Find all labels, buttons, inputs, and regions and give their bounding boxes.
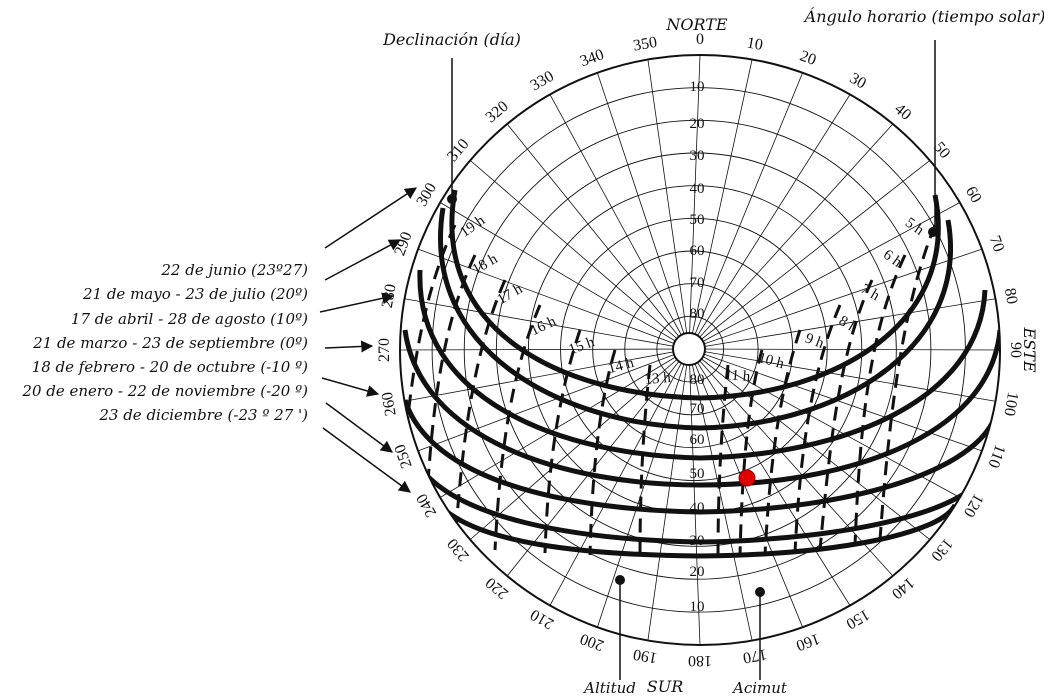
declination-title: Declinación (día) [382,30,521,49]
azimuth-tick-label: 150 [843,606,872,633]
azimuth-tick-label: 320 [483,98,512,126]
azimuth-tick-label: 220 [483,574,512,602]
azimuth-tick-label: 260 [379,391,400,418]
azimuth-tick-label: 290 [391,230,415,258]
altitude-tick-label: 80 [690,372,705,388]
path-dec23 [433,498,958,559]
date-label: 18 de febrero - 20 de octubre (-10 º) [32,358,308,376]
azimuth-tick-label: 200 [578,630,606,654]
azimuth-tick-label: 20 [797,48,818,69]
hour-label: 13 h [644,370,672,388]
altitude-tick-label: 60 [690,243,705,259]
hour-angle-title: Ángulo horario (tiempo solar) [803,6,1044,26]
azimuth-tick-label: 180 [688,652,712,669]
azimuth-tick-label: 160 [794,630,822,654]
azimuth-tick-label: 270 [376,338,393,362]
azimuth-tick-label: 350 [632,34,659,55]
azimuth-tick-label: 300 [413,180,440,209]
date-label: 21 de marzo - 23 de septiembre (0º) [32,334,308,352]
hour-label: 16 h [528,313,559,339]
hour-label: 9 h [803,331,827,353]
azimuth-tick-label: 310 [444,136,472,165]
north-label: NORTE [665,15,728,34]
altitude-tick-label: 60 [690,432,705,448]
hour-label: 10 h [756,350,786,372]
azimuth-tick-label: 40 [891,100,914,123]
hour-label: 8 h [836,313,861,336]
altitude-label: Altitud [582,679,636,697]
path-jan20 [412,458,988,545]
altitude-tick-label: 10 [690,79,705,95]
azimuth-tick-label: 240 [413,491,440,520]
path-may21 [438,207,953,431]
altitude-tick-label: 20 [690,116,705,132]
path-apr17 [417,269,988,461]
altitude-tick-labels: 10 20 30 40 50 60 70 80 80 70 60 50 40 30 20 10 [690,79,705,615]
azimuth-tick-label: 0 [696,31,704,48]
azimuth-tick-label: 140 [888,574,917,602]
altitude-tick-label: 70 [690,275,705,291]
azimuth-tick-label: 110 [984,442,1008,470]
south-label: SUR [647,677,684,696]
declination-arrows [319,187,418,493]
date-label: 21 de mayo - 23 de julio (20º) [82,285,308,303]
declination-curves [402,189,1000,559]
altitude-tick-label: 40 [690,181,705,197]
azimuth-tick-label: 250 [391,442,415,470]
altitude-tick-label: 70 [690,401,705,417]
altitude-tick-label: 30 [690,148,705,164]
azimuth-label: Acimut [731,679,788,697]
azimuth-tick-label: 90 [1007,342,1024,358]
azimuth-tick-label: 50 [930,139,953,162]
declination-date-labels: 22 de junio (23º27) 21 de mayo - 23 de j… [21,261,308,424]
altitude-tick-label: 50 [690,212,705,228]
zenith-circle [672,332,706,366]
altitude-tick-label: 30 [690,533,705,549]
azimuth-tick-label: 10 [745,34,764,54]
date-label: 20 de enero - 22 de noviembre (-20 º) [21,382,308,400]
path-jun22 [449,189,941,401]
altitude-tick-label: 80 [690,306,705,322]
azimuth-tick-label: 100 [1000,391,1021,418]
azimuth-tick-label: 210 [528,606,557,633]
hour-label: 11 h [724,367,751,385]
azimuth-tick-label: 170 [741,645,768,666]
azimuth-tick-label: 80 [1001,287,1021,306]
azimuth-tick-label: 130 [927,535,955,564]
east-label: ESTE [1020,327,1039,373]
date-label: 17 de abril - 28 de agosto (10º) [71,310,308,328]
hour-label: 17 h [495,281,526,308]
azimuth-tick-label: 190 [632,645,659,666]
altitude-tick-label: 40 [690,500,705,516]
path-feb18 [402,399,1000,515]
hour-indicator-dot [928,227,938,237]
azimuth-tick-label: 340 [578,46,606,70]
azimuth-tick-label: 120 [960,491,987,520]
path-mar21 [402,329,1000,488]
azimuth-tick-label: 60 [962,184,985,206]
hour-label: 5 h [902,215,927,239]
altitude-tick-label: 10 [690,599,705,615]
hour-label: 6 h [880,247,905,271]
sun-position-marker [738,469,756,487]
altitude-tick-label: 50 [690,466,705,482]
hour-label: 19 h [457,212,488,240]
azimuth-tick-label: 230 [444,535,472,564]
azimuth-tick-label: 70 [986,233,1007,254]
date-label: 22 de junio (23º27) [160,261,308,279]
altitude-tick-label: 20 [690,564,705,580]
azimuth-tick-label: 30 [847,70,869,93]
azimuth-tick-label: 330 [528,68,557,95]
date-label: 23 de diciembre (-23 º 27 ') [98,406,308,424]
hour-label: 14 h [606,355,636,377]
